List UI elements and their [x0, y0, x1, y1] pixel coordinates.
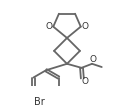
Text: O: O [81, 22, 88, 31]
Text: O: O [89, 55, 96, 64]
Text: O: O [81, 77, 88, 86]
Text: Br: Br [34, 97, 45, 106]
Text: O: O [46, 22, 53, 31]
